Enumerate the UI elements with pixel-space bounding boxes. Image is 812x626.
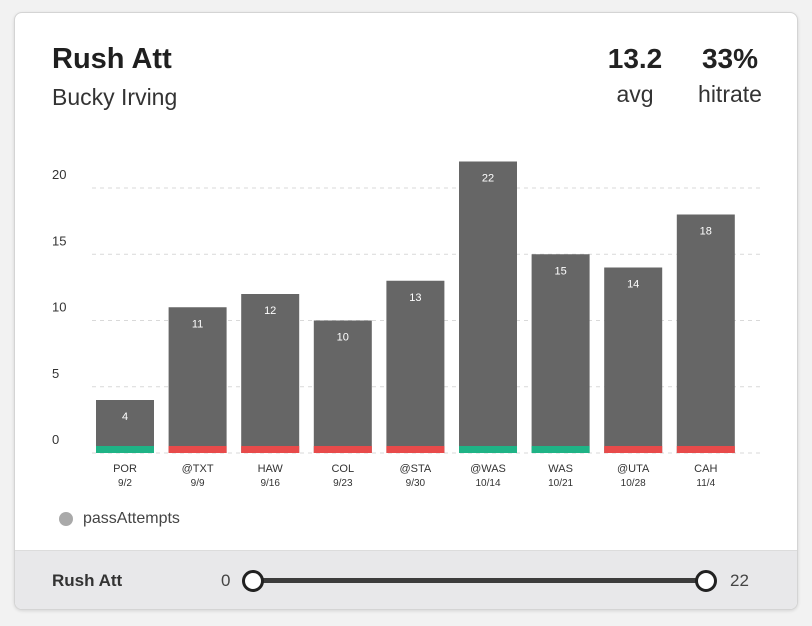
slider-min-value: 0 [221,571,231,590]
filter-footer: Rush Att 0 22 [15,550,797,609]
x-tick-label: @WAS [470,463,506,475]
x-tick-date: 10/21 [548,478,573,489]
hitrate-stat: 33% hitrate [685,43,775,108]
stat-card: Rush Att Bucky Irving 13.2 avg 33% hitra… [14,12,798,610]
bar-data-label: 18 [700,226,712,238]
bar-data-label: 15 [554,265,566,277]
slider-max-value: 22 [730,571,749,590]
x-tick-label: COL [331,463,354,475]
slider-label: Rush Att [52,571,123,590]
player-name: Bucky Irving [52,84,178,110]
bar-data-label: 10 [337,332,349,344]
bar [386,280,445,453]
y-tick-label: 15 [52,233,66,248]
bar-outcome-strip [96,446,154,453]
legend[interactable]: passAttempts [59,510,180,528]
bar-chart: 0 5 10 15 20 4 POR 9/2 11 @TXT 9/9 12 HAW 9/16 10 COL 9/… [52,161,762,489]
bar-data-label: 4 [122,411,128,423]
bar-data-label: 11 [192,318,203,330]
bar [459,161,517,453]
bar-outcome-strip [313,446,372,453]
x-tick-date: 10/28 [621,478,646,489]
bar-outcome-strip [459,446,517,453]
bar [676,214,735,453]
y-tick-label: 5 [52,366,59,381]
x-tick-label: HAW [258,463,284,475]
x-tick-label: @STA [400,463,432,475]
x-tick-date: 9/9 [191,478,205,489]
hitrate-value: 33% [701,43,759,74]
y-tick-label: 0 [52,432,59,447]
x-tick-label: CAH [694,463,717,475]
bar-data-label: 22 [482,173,494,185]
bar [313,320,372,453]
bar [604,267,663,453]
avg-stat: 13.2 avg [595,43,675,108]
slider-max-handle[interactable] [695,570,717,592]
y-tick-label: 20 [52,167,66,182]
x-tick-date: 9/2 [118,478,132,489]
bar-outcome-strip [604,446,663,453]
x-tick-date: 11/4 [696,478,715,489]
bar-outcome-strip [241,446,300,453]
bar-data-label: 12 [264,305,276,317]
legend-label: passAttempts [83,510,180,527]
range-slider-track[interactable] [252,578,704,583]
avg-label: avg [616,81,654,107]
bar-data-label: 14 [627,279,639,291]
card-title: Rush Att [52,43,172,75]
bar-data-label: 13 [409,292,421,304]
x-tick-label: @TXT [182,463,214,475]
y-tick-label: 10 [52,300,66,315]
legend-dot-icon [59,512,73,526]
x-tick-label: @UTA [617,463,650,475]
bar-outcome-strip [676,446,735,453]
bar [168,307,227,453]
avg-value: 13.2 [607,43,663,74]
hitrate-label: hitrate [698,81,762,107]
bar [241,294,300,453]
x-tick-date: 10/14 [475,478,500,489]
x-tick-date: 9/16 [260,478,280,489]
x-tick-label: WAS [548,463,573,475]
x-tick-date: 9/30 [406,478,426,489]
bar-outcome-strip [168,446,227,453]
bar [531,254,590,453]
slider-min-handle[interactable] [242,570,264,592]
bar [96,400,154,453]
x-tick-date: 9/23 [333,478,353,489]
bar-outcome-strip [531,446,590,453]
x-tick-label: POR [113,463,137,475]
bar-outcome-strip [386,446,445,453]
